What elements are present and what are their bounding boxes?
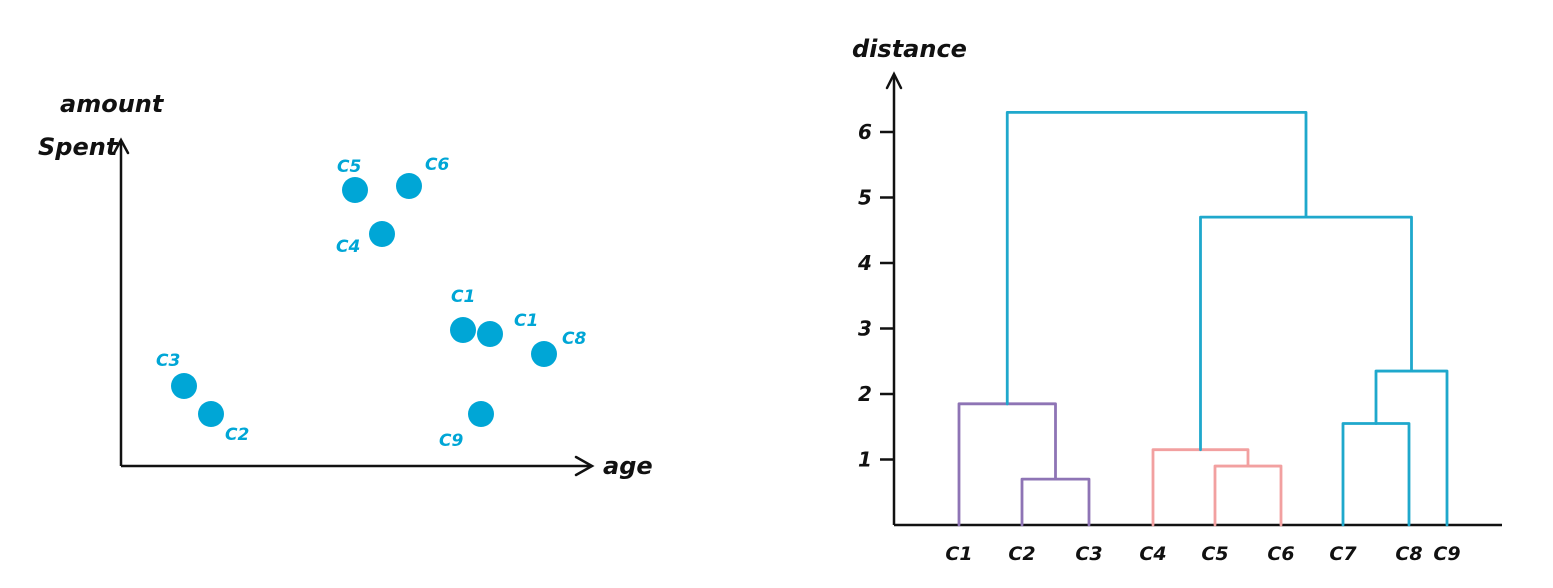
scatter-point-c5 (342, 177, 368, 203)
scatter-point-c1 (477, 321, 503, 347)
dendrogram-links (957, 110, 1449, 527)
dendrogram-y-tick-label: 3 (858, 317, 872, 341)
dendrogram-leaf-label-c5: C5 (1201, 543, 1228, 565)
scatter-point-label: C4 (336, 237, 360, 257)
dendrogram-link-7 (1199, 215, 1413, 452)
dendrogram-chart: distance 1 2 3 4 5 6 C1 C2 C3 C4 C5 C6 C7 C8 C9 (852, 35, 1502, 565)
scatter-point-label: C6 (425, 155, 449, 175)
scatter-point-label: C5 (337, 157, 361, 177)
dendrogram-y-tick-label: 6 (858, 120, 872, 144)
scatter-y-axis-arrow (112, 137, 130, 155)
scatter-point-label: C8 (562, 329, 586, 349)
dendrogram-leaf-label-c4: C4 (1139, 543, 1166, 565)
scatter-point-c3 (171, 373, 197, 399)
dendrogram-leaf-labels: C1 C2 C3 C4 C5 C6 C7 C8 C9 (945, 543, 1460, 565)
dendrogram-leaf-label-c2: C2 (1008, 543, 1035, 565)
scatter-point-c7 (450, 317, 476, 343)
dendrogram-link-1 (1020, 477, 1091, 527)
dendrogram-link-4 (1341, 422, 1411, 527)
dendrogram-y-tick-label: 2 (858, 382, 872, 406)
dendrogram-link-6 (1374, 369, 1449, 527)
dendrogram-y-tick-label: 4 (857, 251, 872, 275)
dendrogram-leaf-label-c7: C7 (1329, 543, 1357, 565)
dendrogram-link-8 (1005, 110, 1308, 406)
dendrogram-leaf-label-c1: C1 (945, 543, 972, 565)
dendrogram-ylabel: distance (852, 35, 967, 63)
dendrogram-y-tick-label: 1 (858, 448, 872, 472)
dendrogram-y-ticks: 1 2 3 4 5 6 (857, 120, 894, 472)
scatter-points: C1 C2 C3 C4 C5 C6 C1 C8 C9 (156, 155, 586, 451)
scatter-point-c8 (531, 341, 557, 367)
scatter-ylabel-line-1: amount (60, 90, 165, 118)
scatter-point-label: C1 (514, 311, 538, 331)
dendrogram-link-5 (957, 402, 1057, 527)
dendrogram-leaf-label-c6: C6 (1267, 543, 1294, 565)
dendrogram-leaf-label-c8: C8 (1395, 543, 1422, 565)
dendrogram-leaf-label-c9: C9 (1433, 543, 1460, 565)
dendrogram-link-3 (1151, 448, 1250, 527)
scatter-point-c9 (468, 401, 494, 427)
scatter-point-c4 (369, 221, 395, 247)
scatter-chart: amount Spent age C1 C2 C3 C4 C5 C6 C1 C8 C9 (38, 90, 653, 480)
scatter-point-label: C1 (451, 287, 475, 307)
scatter-point-label: C2 (225, 425, 249, 445)
scatter-xlabel: age (603, 452, 653, 480)
scatter-point-c6 (396, 173, 422, 199)
scatter-point-label: C9 (439, 431, 463, 451)
scatter-point-c2 (198, 401, 224, 427)
dendrogram-leaf-label-c3: C3 (1075, 543, 1102, 565)
dendrogram-link-2 (1213, 464, 1283, 527)
scatter-ylabel-line-2: Spent (38, 133, 119, 161)
scatter-y-axis-title: amount Spent (38, 90, 165, 161)
dendrogram-y-axis-arrow (885, 71, 903, 90)
dendrogram-y-tick-label: 5 (858, 186, 872, 210)
scatter-point-label: C3 (156, 351, 180, 371)
scatter-x-axis-arrow (574, 455, 595, 477)
